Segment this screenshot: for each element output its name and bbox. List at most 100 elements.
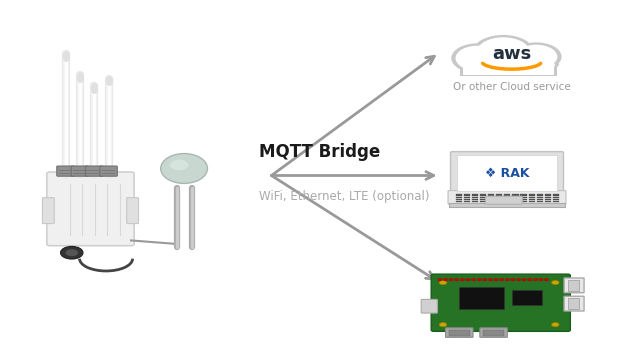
Circle shape — [61, 246, 83, 259]
Circle shape — [544, 279, 548, 281]
Circle shape — [494, 279, 498, 281]
Circle shape — [477, 279, 482, 281]
FancyBboxPatch shape — [464, 197, 470, 198]
FancyBboxPatch shape — [520, 194, 527, 196]
Circle shape — [449, 279, 453, 281]
FancyBboxPatch shape — [421, 299, 437, 313]
FancyBboxPatch shape — [537, 194, 543, 196]
FancyBboxPatch shape — [464, 63, 553, 75]
Circle shape — [482, 279, 487, 281]
FancyBboxPatch shape — [545, 194, 551, 196]
FancyBboxPatch shape — [464, 201, 470, 202]
FancyBboxPatch shape — [529, 197, 535, 198]
FancyBboxPatch shape — [537, 199, 543, 200]
FancyBboxPatch shape — [553, 194, 559, 196]
FancyBboxPatch shape — [564, 296, 584, 311]
FancyBboxPatch shape — [512, 201, 519, 202]
FancyBboxPatch shape — [449, 330, 470, 336]
FancyBboxPatch shape — [480, 328, 507, 337]
FancyBboxPatch shape — [449, 203, 565, 207]
Bar — [87, 170, 101, 171]
FancyBboxPatch shape — [564, 278, 584, 293]
FancyBboxPatch shape — [537, 197, 543, 198]
Circle shape — [439, 323, 447, 327]
Circle shape — [552, 323, 559, 327]
Circle shape — [439, 280, 447, 285]
Circle shape — [539, 279, 543, 281]
Circle shape — [533, 279, 537, 281]
Circle shape — [66, 249, 78, 256]
FancyBboxPatch shape — [488, 201, 494, 202]
Circle shape — [505, 279, 509, 281]
Text: Or other Cloud service: Or other Cloud service — [453, 82, 570, 92]
FancyBboxPatch shape — [127, 198, 139, 224]
FancyBboxPatch shape — [71, 166, 89, 176]
Text: MQTT Bridge: MQTT Bridge — [259, 144, 380, 161]
FancyBboxPatch shape — [480, 194, 486, 196]
Ellipse shape — [462, 55, 555, 75]
FancyBboxPatch shape — [496, 197, 502, 198]
FancyBboxPatch shape — [553, 197, 559, 198]
FancyBboxPatch shape — [512, 197, 519, 198]
FancyBboxPatch shape — [459, 287, 504, 309]
FancyBboxPatch shape — [496, 199, 502, 200]
FancyBboxPatch shape — [47, 172, 134, 246]
Bar — [102, 173, 115, 174]
Text: ❖ RAK: ❖ RAK — [485, 166, 529, 180]
FancyBboxPatch shape — [472, 197, 478, 198]
Bar — [59, 170, 72, 171]
FancyBboxPatch shape — [451, 152, 563, 194]
FancyBboxPatch shape — [529, 201, 535, 202]
FancyBboxPatch shape — [456, 199, 462, 200]
FancyBboxPatch shape — [472, 199, 478, 200]
FancyBboxPatch shape — [488, 199, 494, 200]
FancyBboxPatch shape — [464, 199, 470, 200]
FancyBboxPatch shape — [504, 194, 510, 196]
FancyBboxPatch shape — [520, 197, 527, 198]
Circle shape — [471, 279, 475, 281]
Circle shape — [527, 279, 532, 281]
Bar — [59, 173, 72, 174]
FancyBboxPatch shape — [472, 194, 478, 196]
Circle shape — [515, 45, 557, 69]
FancyBboxPatch shape — [456, 197, 462, 198]
Circle shape — [517, 279, 520, 281]
FancyBboxPatch shape — [512, 290, 542, 305]
FancyBboxPatch shape — [520, 201, 527, 202]
FancyBboxPatch shape — [488, 194, 494, 196]
Bar — [87, 173, 101, 174]
Circle shape — [443, 279, 448, 281]
Circle shape — [437, 279, 442, 281]
FancyBboxPatch shape — [504, 199, 510, 200]
Ellipse shape — [160, 154, 207, 183]
FancyBboxPatch shape — [504, 197, 510, 198]
Circle shape — [472, 35, 534, 69]
Ellipse shape — [458, 53, 559, 75]
FancyBboxPatch shape — [496, 201, 502, 202]
FancyBboxPatch shape — [42, 198, 54, 224]
Circle shape — [499, 279, 504, 281]
Ellipse shape — [170, 160, 188, 170]
Circle shape — [510, 279, 515, 281]
FancyBboxPatch shape — [448, 191, 566, 204]
FancyBboxPatch shape — [456, 201, 462, 202]
Circle shape — [456, 46, 500, 71]
FancyBboxPatch shape — [464, 194, 470, 196]
Bar — [102, 170, 115, 171]
FancyBboxPatch shape — [431, 274, 570, 331]
Circle shape — [460, 279, 464, 281]
Circle shape — [522, 279, 526, 281]
FancyBboxPatch shape — [85, 166, 103, 176]
FancyBboxPatch shape — [496, 194, 502, 196]
FancyBboxPatch shape — [485, 196, 522, 204]
FancyBboxPatch shape — [460, 62, 557, 76]
FancyBboxPatch shape — [537, 201, 543, 202]
FancyBboxPatch shape — [483, 330, 504, 336]
FancyBboxPatch shape — [545, 201, 551, 202]
Circle shape — [552, 280, 559, 285]
Bar — [73, 170, 87, 171]
Circle shape — [451, 43, 504, 73]
FancyBboxPatch shape — [446, 328, 473, 337]
Circle shape — [466, 279, 470, 281]
Circle shape — [477, 37, 530, 67]
